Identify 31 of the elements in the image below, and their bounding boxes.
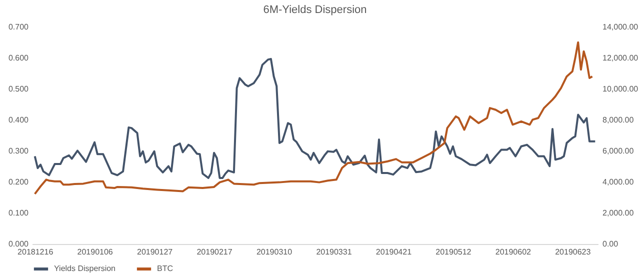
- y2-tick-label: 8,000.00: [602, 116, 634, 124]
- y-tick-label: 0.100: [8, 208, 30, 218]
- x-tick-label: 20190127: [137, 248, 174, 256]
- y2-tick-label: 12,000.00: [602, 54, 639, 62]
- y2-tick-label: 2,000.00: [602, 208, 634, 218]
- x-tick-label: 20190512: [436, 248, 472, 256]
- y2-tick-label: 0.00: [602, 240, 619, 248]
- y-tick-label: 0.300: [8, 146, 30, 156]
- x-tick-label: 20181216: [18, 248, 54, 256]
- x-tick-label: 20190602: [495, 248, 532, 256]
- x-tick-label: 20190421: [376, 248, 412, 256]
- chart-title: 6M-Yields Dispersion: [263, 4, 367, 16]
- y-tick-label: 0.700: [8, 22, 30, 32]
- x-tick-label: 20190623: [555, 248, 592, 256]
- y2-tick-label: 4,000.00: [602, 178, 634, 186]
- x-tick-label: 20190310: [256, 248, 293, 256]
- y-tick-label: 0.600: [8, 54, 30, 62]
- line-series: [34, 58, 596, 179]
- y-tick-label: 0.200: [8, 178, 30, 186]
- y-tick-label: 0.500: [8, 84, 30, 94]
- y2-tick-label: 10,000.00: [602, 84, 639, 94]
- y2-tick-label: 6,000.00: [602, 146, 634, 156]
- legend-label: Yields Dispersion: [54, 264, 116, 273]
- y-tick-label: 0.400: [8, 116, 30, 124]
- line-series: [34, 41, 594, 195]
- y-tick-label: 0.000: [8, 240, 30, 248]
- x-tick-label: 20190331: [316, 248, 352, 256]
- y2-tick-label: 14,000.00: [602, 22, 639, 32]
- x-tick-label: 20190106: [77, 248, 114, 256]
- x-tick-label: 20190217: [196, 248, 233, 256]
- legend-label: BTC: [157, 264, 174, 273]
